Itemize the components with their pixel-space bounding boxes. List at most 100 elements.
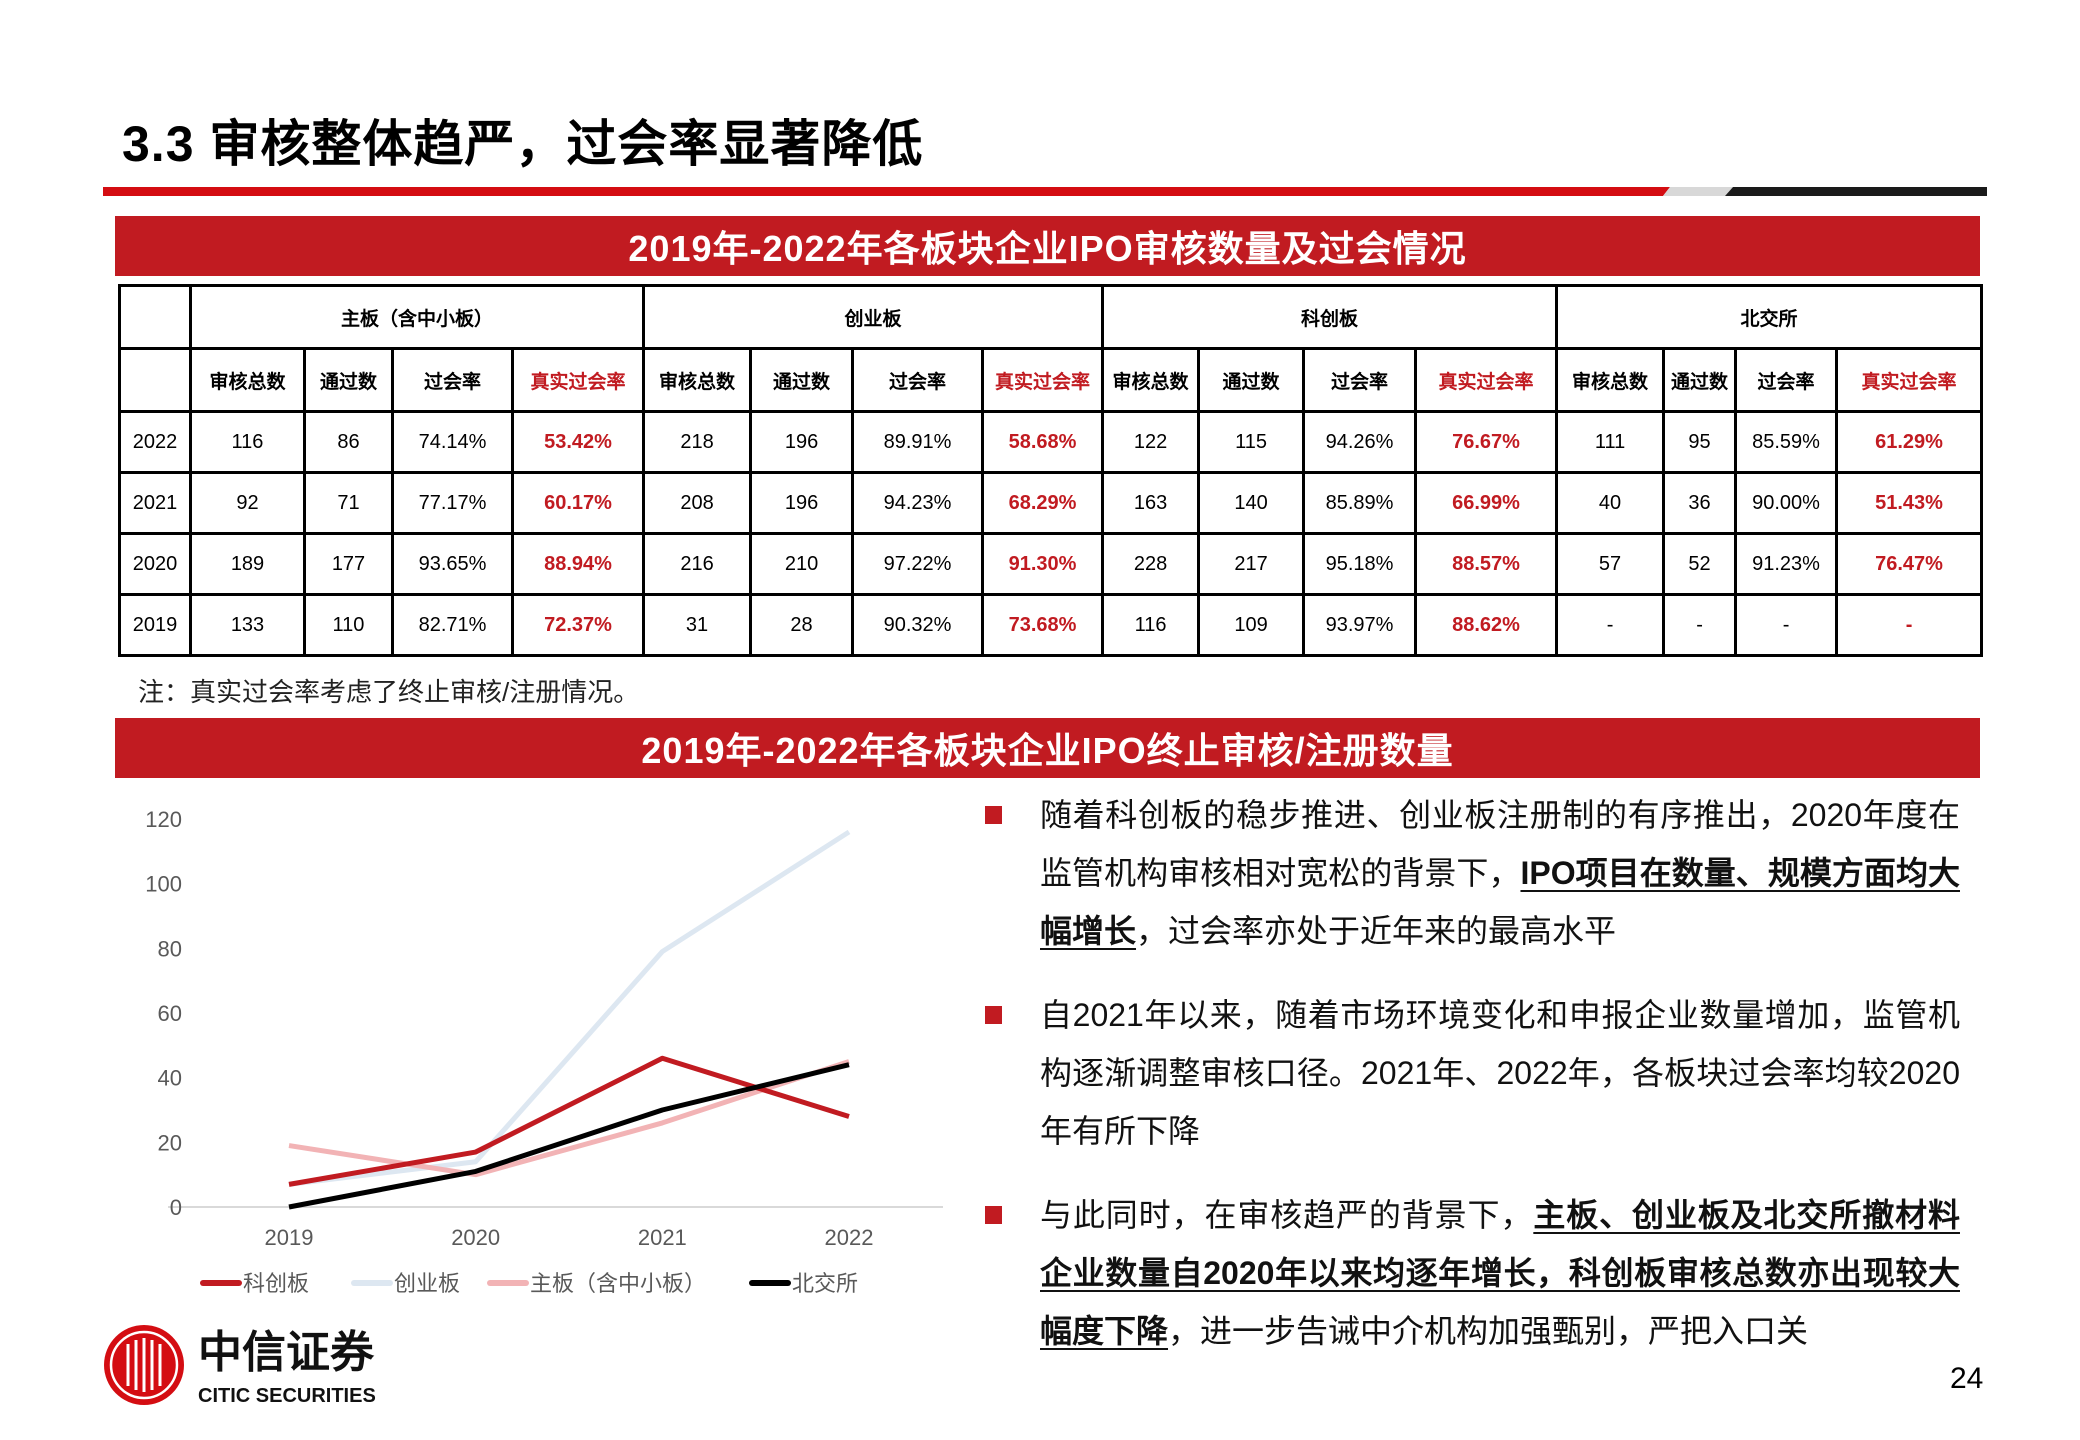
- table-cell: 40: [1555, 471, 1666, 535]
- table-cell: 228: [1101, 532, 1201, 596]
- table-cell: 89.91%: [851, 410, 985, 474]
- x-tick-label: 2022: [825, 1225, 874, 1250]
- bullet-text: ，过会率亦处于近年来的最高水平: [1136, 913, 1617, 949]
- table-cell: 217: [1197, 532, 1306, 596]
- x-tick-label: 2021: [638, 1225, 687, 1250]
- table-cell: 51.43%: [1835, 471, 1984, 535]
- column-header: 真实过会率: [1414, 347, 1559, 413]
- emphasis-text: IPO项目在数量、规模方面均大幅增长: [1040, 855, 1960, 949]
- table-cell: -: [1734, 593, 1839, 657]
- legend-label: 北交所: [792, 1271, 858, 1296]
- y-tick-label: 80: [158, 936, 182, 961]
- column-header: 过会率: [1302, 347, 1418, 413]
- table-cell: -: [1662, 593, 1738, 657]
- table-cell: 91.30%: [981, 532, 1105, 596]
- table-group-header-row: 主板（含中小板） 创业板 科创板 北交所: [118, 284, 1984, 350]
- table-cell: 122: [1101, 410, 1201, 474]
- column-header: 审核总数: [1101, 347, 1201, 413]
- column-header: 通过数: [1197, 347, 1306, 413]
- table-row: 2019 133 110 82.71% 72.37% 31 28 90.32% 73.68% 11…: [118, 593, 1984, 657]
- logo-cn-text: 中信证券: [198, 1327, 375, 1378]
- table-cell: 61.29%: [1835, 410, 1984, 474]
- legend-label: 创业板: [394, 1271, 460, 1296]
- page-number: 24: [1950, 1362, 1984, 1395]
- bullet-square-icon: [985, 1206, 1002, 1224]
- series-line-2: [288, 1059, 850, 1178]
- table-cell: 88.57%: [1414, 532, 1559, 596]
- table-cell: 71: [303, 471, 394, 535]
- citic-logo: 中信证券 CITIC SECURITIES: [102, 1322, 402, 1417]
- table-cell: 218: [642, 410, 753, 474]
- table-cell: -: [1835, 593, 1984, 657]
- table-cell: 88.94%: [510, 532, 646, 596]
- table-cell: 216: [642, 532, 753, 596]
- table-cell: 85.89%: [1302, 471, 1418, 535]
- series-line-1: [288, 829, 851, 1187]
- table-cell: 94.26%: [1302, 410, 1418, 474]
- table-section-header: 2019年-2022年各板块企业IPO审核数量及过会情况: [115, 216, 1980, 276]
- emphasis-text: 主板、创业板及北交所撤材料企业数量自2020年以来均逐年增长，科创板审核总数亦出…: [1040, 1197, 1960, 1349]
- bullet-text: 自2021年以来，随着市场环境变化和申报企业数量增加，监管机构逐渐调整审核口径。…: [1040, 997, 1960, 1149]
- table-cell: 77.17%: [391, 471, 514, 535]
- table-row: 2021 92 71 77.17% 60.17% 208 196 94.23% 68.29% 16…: [118, 471, 1984, 535]
- year-cell: 2021: [118, 471, 192, 535]
- ipo-review-table: 主板（含中小板） 创业板 科创板 北交所 审核总数 通过数 过会率 真实过会率 审核总数 通过数过…: [118, 284, 1984, 657]
- table-cell: 133: [189, 593, 306, 657]
- year-cell: 2019: [118, 593, 192, 657]
- table-cell: 66.99%: [1414, 471, 1559, 535]
- y-tick-label: 60: [158, 1001, 182, 1026]
- table-cell: 93.97%: [1302, 593, 1418, 657]
- table-row: 2022 116 86 74.14% 53.42% 218 196 89.91% 58.68% 1…: [118, 410, 1984, 474]
- table-cell: 91.23%: [1734, 532, 1839, 596]
- bullet-item: 自2021年以来，随着市场环境变化和申报企业数量增加，监管机构逐渐调整审核口径。…: [985, 986, 1960, 1160]
- column-header: 过会率: [851, 347, 985, 413]
- table-cell: 196: [749, 410, 855, 474]
- table-cell: 163: [1101, 471, 1201, 535]
- table-cell: 88.62%: [1414, 593, 1559, 657]
- column-header: 真实过会率: [1835, 347, 1984, 413]
- table-cell: 177: [303, 532, 394, 596]
- bullet-item: 随着科创板的稳步推进、创业板注册制的有序推出，2020年度在监管机构审核相对宽松…: [985, 786, 1960, 960]
- table-cell: 57: [1555, 532, 1666, 596]
- bullet-item: 与此同时，在审核趋严的背景下，主板、创业板及北交所撤材料企业数量自2020年以来…: [985, 1186, 1960, 1360]
- column-header: 通过数: [749, 347, 855, 413]
- table-cell: 116: [189, 410, 306, 474]
- table-cell: 76.67%: [1414, 410, 1559, 474]
- table-subheader-row: 审核总数 通过数 过会率 真实过会率 审核总数 通过数 过会率 真实过会率 审核总数 通过数 过会率…: [118, 347, 1984, 413]
- group-header: 创业板: [642, 284, 1105, 350]
- title-divider: [103, 187, 1987, 196]
- y-tick-label: 0: [170, 1195, 182, 1220]
- group-header: 科创板: [1101, 284, 1559, 350]
- table-cell: 116: [1101, 593, 1201, 657]
- legend-label: 主板（含中小板）: [530, 1271, 706, 1296]
- y-tick-label: 40: [158, 1066, 182, 1091]
- column-header: 审核总数: [642, 347, 753, 413]
- series-line-0: [288, 1055, 850, 1187]
- table-cell: 74.14%: [391, 410, 514, 474]
- corner-cell: [118, 347, 192, 413]
- table-cell: 82.71%: [391, 593, 514, 657]
- column-header: 真实过会率: [981, 347, 1105, 413]
- table-cell: 68.29%: [981, 471, 1105, 535]
- bullet-list: 随着科创板的稳步推进、创业板注册制的有序推出，2020年度在监管机构审核相对宽松…: [985, 786, 1960, 1386]
- table-cell: 93.65%: [391, 532, 514, 596]
- table-cell: 208: [642, 471, 753, 535]
- table-cell: 196: [749, 471, 855, 535]
- citic-logo-mark: 中信证券 CITIC SECURITIES: [104, 1325, 376, 1407]
- table-section-title: 2019年-2022年各板块企业IPO审核数量及过会情况: [628, 228, 1467, 269]
- year-cell: 2020: [118, 532, 192, 596]
- y-tick-label: 100: [145, 872, 182, 897]
- table-cell: 90.00%: [1734, 471, 1839, 535]
- table-cell: 28: [749, 593, 855, 657]
- table-cell: 110: [303, 593, 394, 657]
- logo-en-text: CITIC SECURITIES: [198, 1385, 376, 1407]
- table-cell: 109: [1197, 593, 1306, 657]
- group-header: 北交所: [1555, 284, 1984, 350]
- column-header: 通过数: [303, 347, 394, 413]
- page-title: 3.3 审核整体趋严，过会率显著降低: [122, 116, 924, 172]
- bullet-square-icon: [985, 1006, 1002, 1024]
- chart-section-header: 2019年-2022年各板块企业IPO终止审核/注册数量: [115, 718, 1980, 778]
- table-cell: 31: [642, 593, 753, 657]
- table-cell: 53.42%: [510, 410, 646, 474]
- corner-cell: [118, 284, 192, 350]
